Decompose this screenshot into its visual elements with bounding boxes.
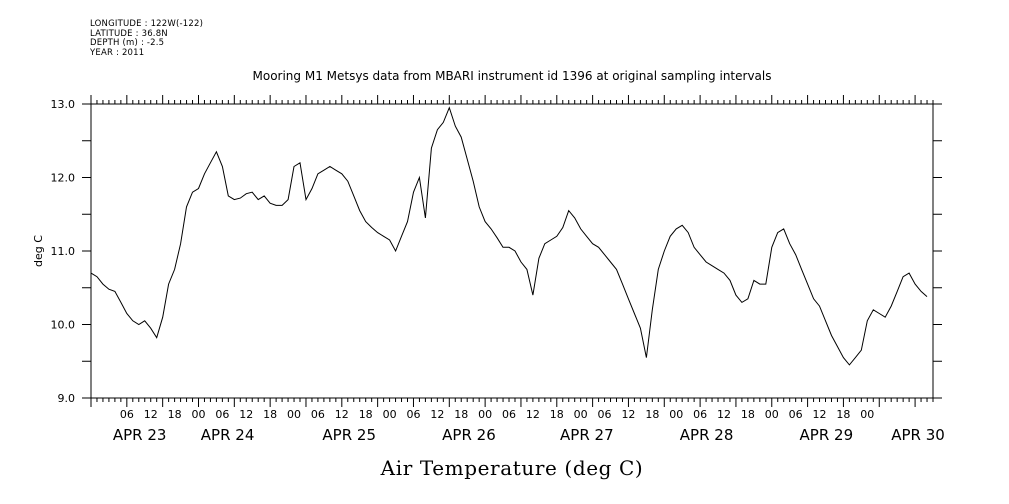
chart-title: Mooring M1 Metsys data from MBARI instru…: [253, 69, 772, 83]
x-tick-label: 00: [574, 408, 588, 421]
x-tick-label: 00: [765, 408, 779, 421]
y-tick-label: 12.0: [51, 172, 76, 185]
x-tick-label: 18: [645, 408, 659, 421]
x-tick-label: 18: [263, 408, 277, 421]
x-tick-label: 12: [813, 408, 827, 421]
x-axis-title: Air Temperature (deg C): [380, 456, 644, 480]
series-line: [90, 106, 928, 366]
x-tick-label: 18: [168, 408, 182, 421]
x-day-label: APR 25: [322, 426, 376, 444]
depth-text: DEPTH (m) : -2.5: [90, 38, 165, 49]
x-day-label: APR 29: [800, 426, 854, 444]
x-day-label: APR 28: [680, 426, 734, 444]
plot-frame: [90, 103, 934, 399]
x-day-label: APR 26: [442, 426, 496, 444]
x-tick-label: 06: [693, 408, 707, 421]
x-day-label: APR 23: [113, 426, 167, 444]
y-tick-label: 9.0: [58, 392, 76, 405]
x-tick-label: 18: [741, 408, 755, 421]
y-tick-label: 13.0: [51, 98, 76, 111]
latitude-text: LATITUDE : 36.8N: [90, 28, 168, 39]
x-tick-label: 00: [383, 408, 397, 421]
x-axis: 06 12 18 00 06 12 18 00 06 12 18 00 06 12 18 00 06 12 18 00…: [90, 95, 945, 444]
y-axis-label: deg C: [32, 235, 45, 267]
x-tick-label: 18: [454, 408, 468, 421]
x-tick-label: 12: [621, 408, 635, 421]
x-tick-label: 12: [717, 408, 731, 421]
year-text: YEAR : 2011: [90, 47, 145, 58]
x-tick-label: 06: [406, 408, 420, 421]
x-tick-label: 00: [478, 408, 492, 421]
y-axis: 9.0 10.0 11.0 12.0 13.0: [51, 98, 942, 405]
x-tick-label: 12: [526, 408, 540, 421]
x-tick-label: 06: [789, 408, 803, 421]
x-tick-label: 06: [311, 408, 325, 421]
y-tick-label: 10.0: [51, 319, 76, 332]
x-tick-label: 18: [359, 408, 373, 421]
x-tick-label: 00: [669, 408, 683, 421]
x-tick-label: 06: [598, 408, 612, 421]
x-tick-label: 18: [550, 408, 564, 421]
x-tick-label: 00: [191, 408, 205, 421]
x-tick-label: 18: [836, 408, 850, 421]
x-tick-label: 00: [860, 408, 874, 421]
x-tick-label: 00: [287, 408, 301, 421]
station-metadata: LONGITUDE : 122W(-122) LATITUDE : 36.8N …: [90, 19, 204, 58]
x-day-label: APR 24: [201, 426, 255, 444]
x-day-label: APR 30: [891, 426, 945, 444]
y-tick-label: 11.0: [51, 245, 76, 258]
x-tick-label: 12: [144, 408, 158, 421]
x-day-label: APR 27: [560, 426, 614, 444]
x-tick-label: 12: [335, 408, 349, 421]
longitude-text: LONGITUDE : 122W(-122): [90, 19, 204, 29]
x-tick-label: 12: [239, 408, 253, 421]
x-tick-label: 06: [215, 408, 229, 421]
x-tick-label: 06: [120, 408, 134, 421]
x-tick-label: 06: [502, 408, 516, 421]
x-tick-label: 12: [430, 408, 444, 421]
